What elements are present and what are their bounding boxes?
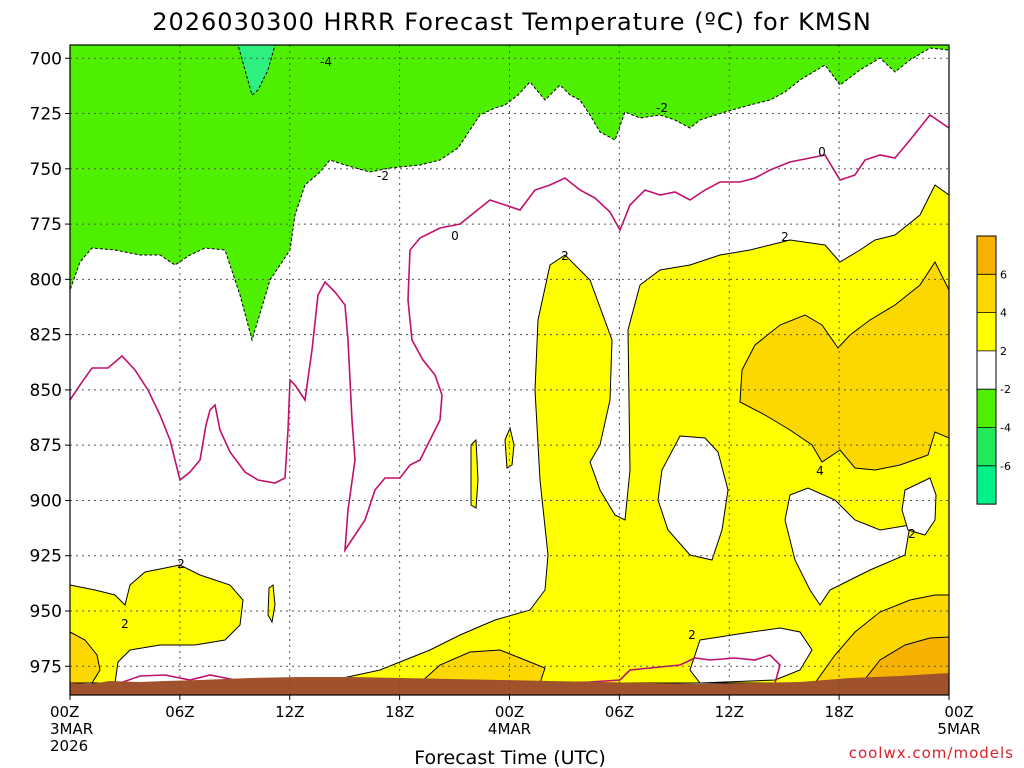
contour-label: 2 xyxy=(688,628,696,642)
y-tick-label: 800 xyxy=(30,270,62,290)
colorbar-label: 4 xyxy=(1000,307,1007,320)
x-tick-label: 06Z xyxy=(605,703,634,721)
gridlines xyxy=(70,45,949,695)
zero-isotherm-lower-left xyxy=(119,674,236,684)
fill-white-pocket-mid xyxy=(657,435,729,561)
x-tick-label: 3MAR xyxy=(50,720,93,738)
contour-labels: -4 -2 -2 0 0 2 2 2 2 2 2 4 xyxy=(121,55,916,642)
x-tick-label: 00Z xyxy=(50,703,79,721)
y-axis-ticks: 700 725 750 775 800 825 850 875 900 925 950 975 xyxy=(30,49,70,677)
chart-title: 2026030300 HRRR Forecast Temperature (ºC… xyxy=(152,8,872,36)
x-tick-label: 00Z xyxy=(944,703,973,721)
colorbar-swatch xyxy=(977,236,996,275)
colorbar: 6 4 2 -2 -4 -6 xyxy=(976,235,1011,505)
fill-white-pocket-far-right xyxy=(901,477,937,536)
colorbar-label: -2 xyxy=(1000,383,1011,396)
y-tick-label: 950 xyxy=(30,602,62,622)
x-tick-label: 2026 xyxy=(50,737,88,755)
contour-label: 2 xyxy=(177,557,185,571)
y-tick-label: 700 xyxy=(30,49,62,69)
x-axis-label: Forecast Time (UTC) xyxy=(414,747,605,768)
zero-isotherm-main xyxy=(69,227,443,553)
contour-label: 0 xyxy=(818,145,826,159)
colorbar-frame xyxy=(976,235,997,505)
y-tick-label: 725 xyxy=(30,105,62,125)
contour-label: 2 xyxy=(121,617,129,631)
contour-label: 2 xyxy=(908,527,916,541)
fill-white-pocket-right xyxy=(784,487,911,606)
colorbar-label: -4 xyxy=(1000,422,1011,435)
contour-label: -2 xyxy=(656,101,668,115)
colorbar-swatch xyxy=(977,312,996,351)
x-tick-label: 12Z xyxy=(275,703,304,721)
x-tick-label: 06Z xyxy=(165,703,194,721)
x-tick-label: 12Z xyxy=(715,703,744,721)
colorbar-swatch xyxy=(977,350,996,390)
contour-label: 0 xyxy=(451,229,459,243)
colorbar-label: 2 xyxy=(1000,345,1007,358)
colorbar-swatch xyxy=(977,389,996,428)
fill-white-pocket-lower-right xyxy=(689,627,813,684)
zero-isotherm-upper xyxy=(439,113,950,232)
x-tick-label: 00Z xyxy=(495,703,524,721)
colorbar-label: -6 xyxy=(1000,460,1011,473)
contour-label: 2 xyxy=(781,230,789,244)
y-tick-label: 825 xyxy=(30,326,62,346)
x-tick-label: 5MAR xyxy=(937,720,980,738)
x-tick-label: 18Z xyxy=(385,703,414,721)
contour-label: -4 xyxy=(320,55,332,69)
ground-surface xyxy=(70,673,949,695)
y-tick-label: 900 xyxy=(30,491,62,511)
y-tick-label: 850 xyxy=(30,381,62,401)
x-tick-label: 18Z xyxy=(824,703,853,721)
colorbar-label: 6 xyxy=(1000,268,1007,281)
y-tick-label: 750 xyxy=(30,160,62,180)
credit-text: coolwx.com/models xyxy=(849,744,1014,762)
zero-isotherm-lower xyxy=(559,654,781,684)
fill-warm-4-to-6-lower-mid xyxy=(418,649,546,684)
colorbar-swatch xyxy=(977,274,996,313)
y-tick-label: 775 xyxy=(30,215,62,235)
colorbar-swatch xyxy=(977,427,996,466)
colorbar-swatch xyxy=(977,465,996,505)
y-tick-label: 925 xyxy=(30,547,62,567)
y-tick-label: 875 xyxy=(30,436,62,456)
contour-label: 4 xyxy=(816,464,824,478)
x-tick-label: 4MAR xyxy=(488,720,531,738)
contour-label: -2 xyxy=(377,169,389,183)
contour-label: 2 xyxy=(561,249,569,263)
fill-warm-blob-1 xyxy=(470,438,479,509)
y-tick-label: 975 xyxy=(30,657,62,677)
